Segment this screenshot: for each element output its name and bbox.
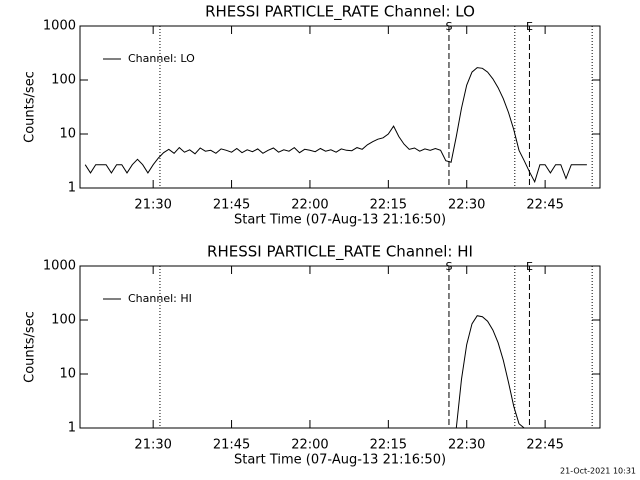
x-tick-label: 22:45 [526,198,563,213]
y-tick-label: 1 [68,421,76,436]
chart-title: RHESSI PARTICLE_RATE Channel: HI [207,243,473,262]
marker-label: E [526,20,533,33]
x-tick-label: 21:45 [213,438,250,453]
marker-label: S [445,260,452,273]
y-axis-label: Counts/sec [23,71,38,143]
plot-frame [79,265,601,429]
y-tick-label: 1 [68,181,76,196]
marker-label: S [445,20,452,33]
x-tick-label: 21:30 [134,198,171,213]
x-tick-label: 22:30 [448,198,485,213]
legend-label: Channel: LO [128,52,195,65]
legend-label: Channel: HI [128,292,192,305]
y-tick-label: 100 [51,313,76,328]
x-axis-label: Start Time (07-Aug-13 21:16:50) [234,453,446,468]
x-tick-label: 22:00 [291,198,328,213]
x-tick-label: 22:15 [370,198,407,213]
x-tick-label: 22:00 [291,438,328,453]
x-tick-label: 21:30 [134,438,171,453]
y-tick-label: 100 [51,73,76,88]
data-line [455,315,525,429]
y-axis-label: Counts/sec [23,311,38,383]
footer: 21-Oct-2021 10:31 [560,467,636,476]
x-tick-label: 22:45 [526,438,563,453]
x-tick-label: 22:15 [370,438,407,453]
data-line [84,67,587,184]
x-axis-label: Start Time (07-Aug-13 21:16:50) [234,213,446,228]
y-tick-label: 1000 [43,259,76,274]
y-tick-label: 10 [59,127,76,142]
plot-frame [79,25,601,189]
y-tick-label: 1000 [43,19,76,34]
x-tick-label: 22:30 [448,438,485,453]
marker-label: E [526,260,533,273]
y-tick-label: 10 [59,367,76,382]
x-tick-label: 21:45 [213,198,250,213]
chart-title: RHESSI PARTICLE_RATE Channel: LO [205,3,475,22]
